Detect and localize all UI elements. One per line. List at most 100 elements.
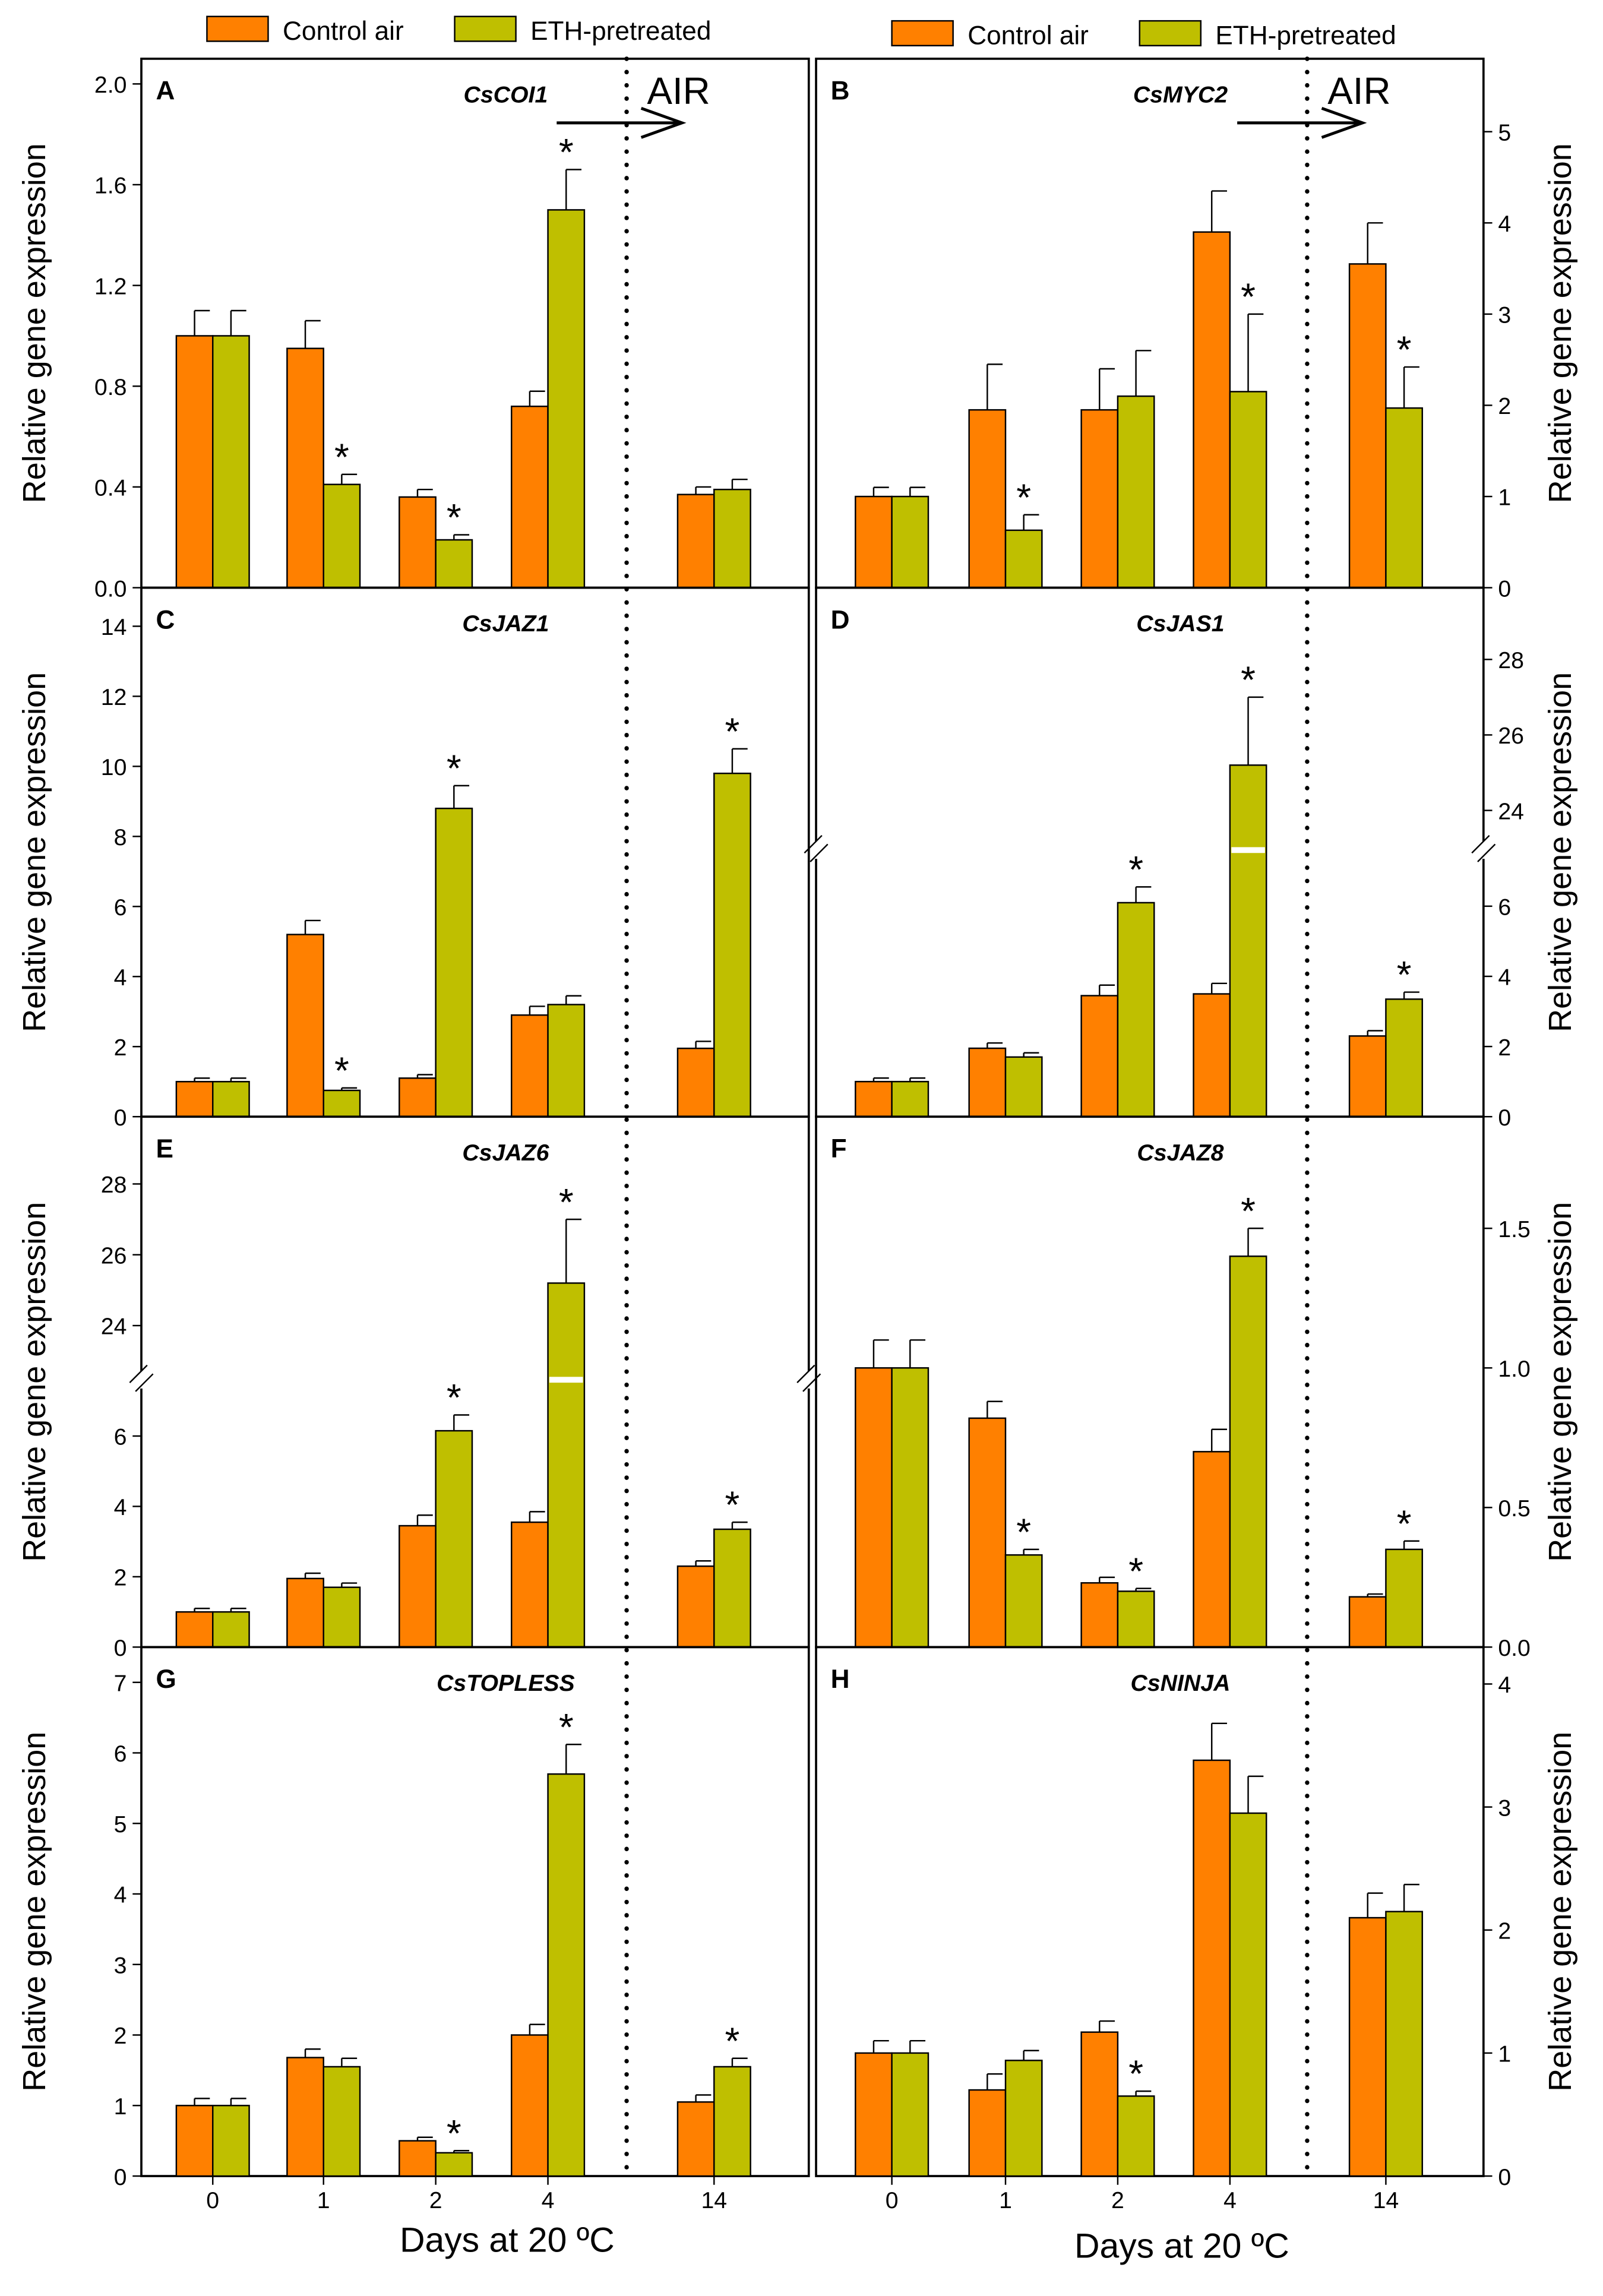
- bar-eth-day-2: [435, 2152, 473, 2177]
- bar-break: [549, 1377, 583, 1383]
- panel-frame: [140, 1646, 810, 2177]
- bar-control-day-2: [1080, 409, 1119, 589]
- significance-asterisk: *: [559, 1706, 574, 1748]
- axis-break-gap: [802, 1371, 815, 1389]
- x-tick-label: 2: [429, 2187, 442, 2213]
- y-axis-label: Relative gene expression: [17, 1202, 52, 1562]
- legend-swatch-eth: [1139, 20, 1202, 47]
- bar-eth-day-14: [1385, 1548, 1423, 1648]
- y-tick-label: 0: [1498, 575, 1511, 602]
- y-tick-label: 1.2: [94, 273, 127, 299]
- bar-control-day-14: [1348, 1596, 1387, 1648]
- bar-control-day-0: [855, 1080, 893, 1118]
- significance-asterisk: *: [1016, 1510, 1031, 1553]
- panel-letter: G: [156, 1665, 176, 1694]
- significance-asterisk: *: [1397, 1502, 1412, 1545]
- bar-eth-day-1: [323, 483, 361, 589]
- bar-eth-day-4: [547, 1773, 586, 2177]
- y-tick-label: 4: [114, 1494, 127, 1520]
- bar-control-day-2: [399, 2140, 437, 2177]
- significance-asterisk: *: [1397, 328, 1412, 371]
- y-tick-label: 2.0: [94, 72, 127, 98]
- y-tick-label: 0: [114, 2164, 127, 2190]
- panel-letter: D: [831, 605, 850, 634]
- arrow-right-icon: [557, 107, 687, 139]
- bar-control-day-2: [1080, 1582, 1119, 1648]
- bar-control-day-14: [1348, 1035, 1387, 1118]
- panel-g: 0 1 2 3 4 5 6 7 Relative gene expression G CsTOPLE…: [17, 1646, 810, 2213]
- y-tick-label: 3: [1498, 302, 1511, 328]
- bar-eth-day-1: [323, 1089, 361, 1118]
- bar-control-day-4: [1193, 1759, 1231, 2177]
- y-tick-label: 0.8: [94, 374, 127, 400]
- x-tick-label: 0: [886, 2187, 899, 2213]
- bar-control-day-0: [855, 2052, 893, 2177]
- panel-f: 0.0 0.5 1.0 1.5 Relative gene expression F CsJ…: [815, 1115, 1578, 1661]
- air-label-b: AIR: [1327, 69, 1390, 112]
- bar-control-day-14: [676, 1047, 715, 1118]
- x-tick-label: 4: [1223, 2187, 1237, 2213]
- y-tick-label: 0: [114, 1105, 127, 1131]
- y-tick-label: 6: [1498, 894, 1511, 921]
- y-tick-label: 5: [114, 1811, 127, 1838]
- bar-control-day-14: [676, 494, 715, 589]
- bar-eth-day-2: [435, 1430, 473, 1648]
- bar-control-day-4: [1193, 993, 1231, 1118]
- y-axis-label: Relative gene expression: [17, 1732, 52, 2092]
- bar-eth-day-0: [212, 1611, 250, 1648]
- y-tick-label: 0.0: [94, 575, 127, 602]
- panel-letter: H: [831, 1665, 850, 1694]
- bar-control-day-4: [1193, 231, 1231, 589]
- y-axis-label: Relative gene expression: [1542, 1732, 1578, 2092]
- y-tick-label: 1.0: [1498, 1356, 1531, 1382]
- y-tick-label: 2: [1498, 1918, 1511, 1944]
- y-axis-label: Relative gene expression: [1542, 143, 1578, 503]
- bar-control-day-1: [968, 1417, 1007, 1648]
- significance-asterisk: *: [1241, 1190, 1256, 1232]
- x-tick-label: 0: [206, 2187, 219, 2213]
- significance-asterisk: *: [334, 435, 349, 478]
- bar-eth-day-4: [547, 209, 586, 589]
- y-tick-label: 4: [1498, 964, 1511, 991]
- y-tick-label: 4: [1498, 1672, 1511, 1698]
- bar-control-day-0: [175, 335, 214, 589]
- y-tick-label: 3: [114, 1952, 127, 1978]
- panel-letter: F: [831, 1134, 847, 1163]
- y-tick-label: 1.6: [94, 173, 127, 199]
- gene-name: CsJAZ8: [1137, 1140, 1223, 1166]
- bar-eth-day-4: [1229, 1812, 1267, 2177]
- axis-break-gap: [1477, 841, 1490, 859]
- legend-left: Control air ETH-pretreated: [206, 15, 711, 46]
- significance-asterisk: *: [725, 1484, 740, 1526]
- x-tick-label: 2: [1111, 2187, 1124, 2213]
- y-tick-label: 0.0: [1498, 1635, 1531, 1661]
- y-tick-label: 2: [114, 2023, 127, 2049]
- bar-control-day-14: [1348, 1917, 1387, 2177]
- y-tick-label: 1: [1498, 485, 1511, 511]
- bar-control-day-2: [399, 496, 437, 589]
- bar-control-day-14: [1348, 263, 1387, 589]
- panel-frame: [140, 586, 810, 1118]
- bar-eth-day-0: [891, 2052, 929, 2177]
- y-axis-label: Relative gene expression: [1542, 672, 1578, 1032]
- legend-right: Control air ETH-pretreated: [891, 20, 1396, 50]
- bar-control-day-4: [1193, 1451, 1231, 1648]
- bar-control-day-0: [855, 495, 893, 589]
- bar-eth-day-2: [1117, 2095, 1155, 2177]
- axis-break-mark: [1471, 834, 1496, 862]
- bar-eth-day-0: [212, 1081, 250, 1118]
- gene-name: CsCOI1: [464, 82, 548, 108]
- bar-eth-day-2: [1117, 902, 1155, 1118]
- bar-eth-day-14: [713, 488, 751, 589]
- bar-control-day-1: [968, 2089, 1007, 2177]
- gene-name: CsNINJA: [1130, 1670, 1230, 1696]
- y-tick-label: 0.4: [94, 475, 127, 501]
- axis-break-mark: [796, 1364, 821, 1392]
- panel-letter: E: [156, 1134, 173, 1163]
- y-tick-label: 0: [1498, 2164, 1511, 2190]
- bar-control-day-1: [286, 1577, 324, 1648]
- gene-name: CsMYC2: [1133, 82, 1228, 108]
- significance-asterisk: *: [334, 1049, 349, 1092]
